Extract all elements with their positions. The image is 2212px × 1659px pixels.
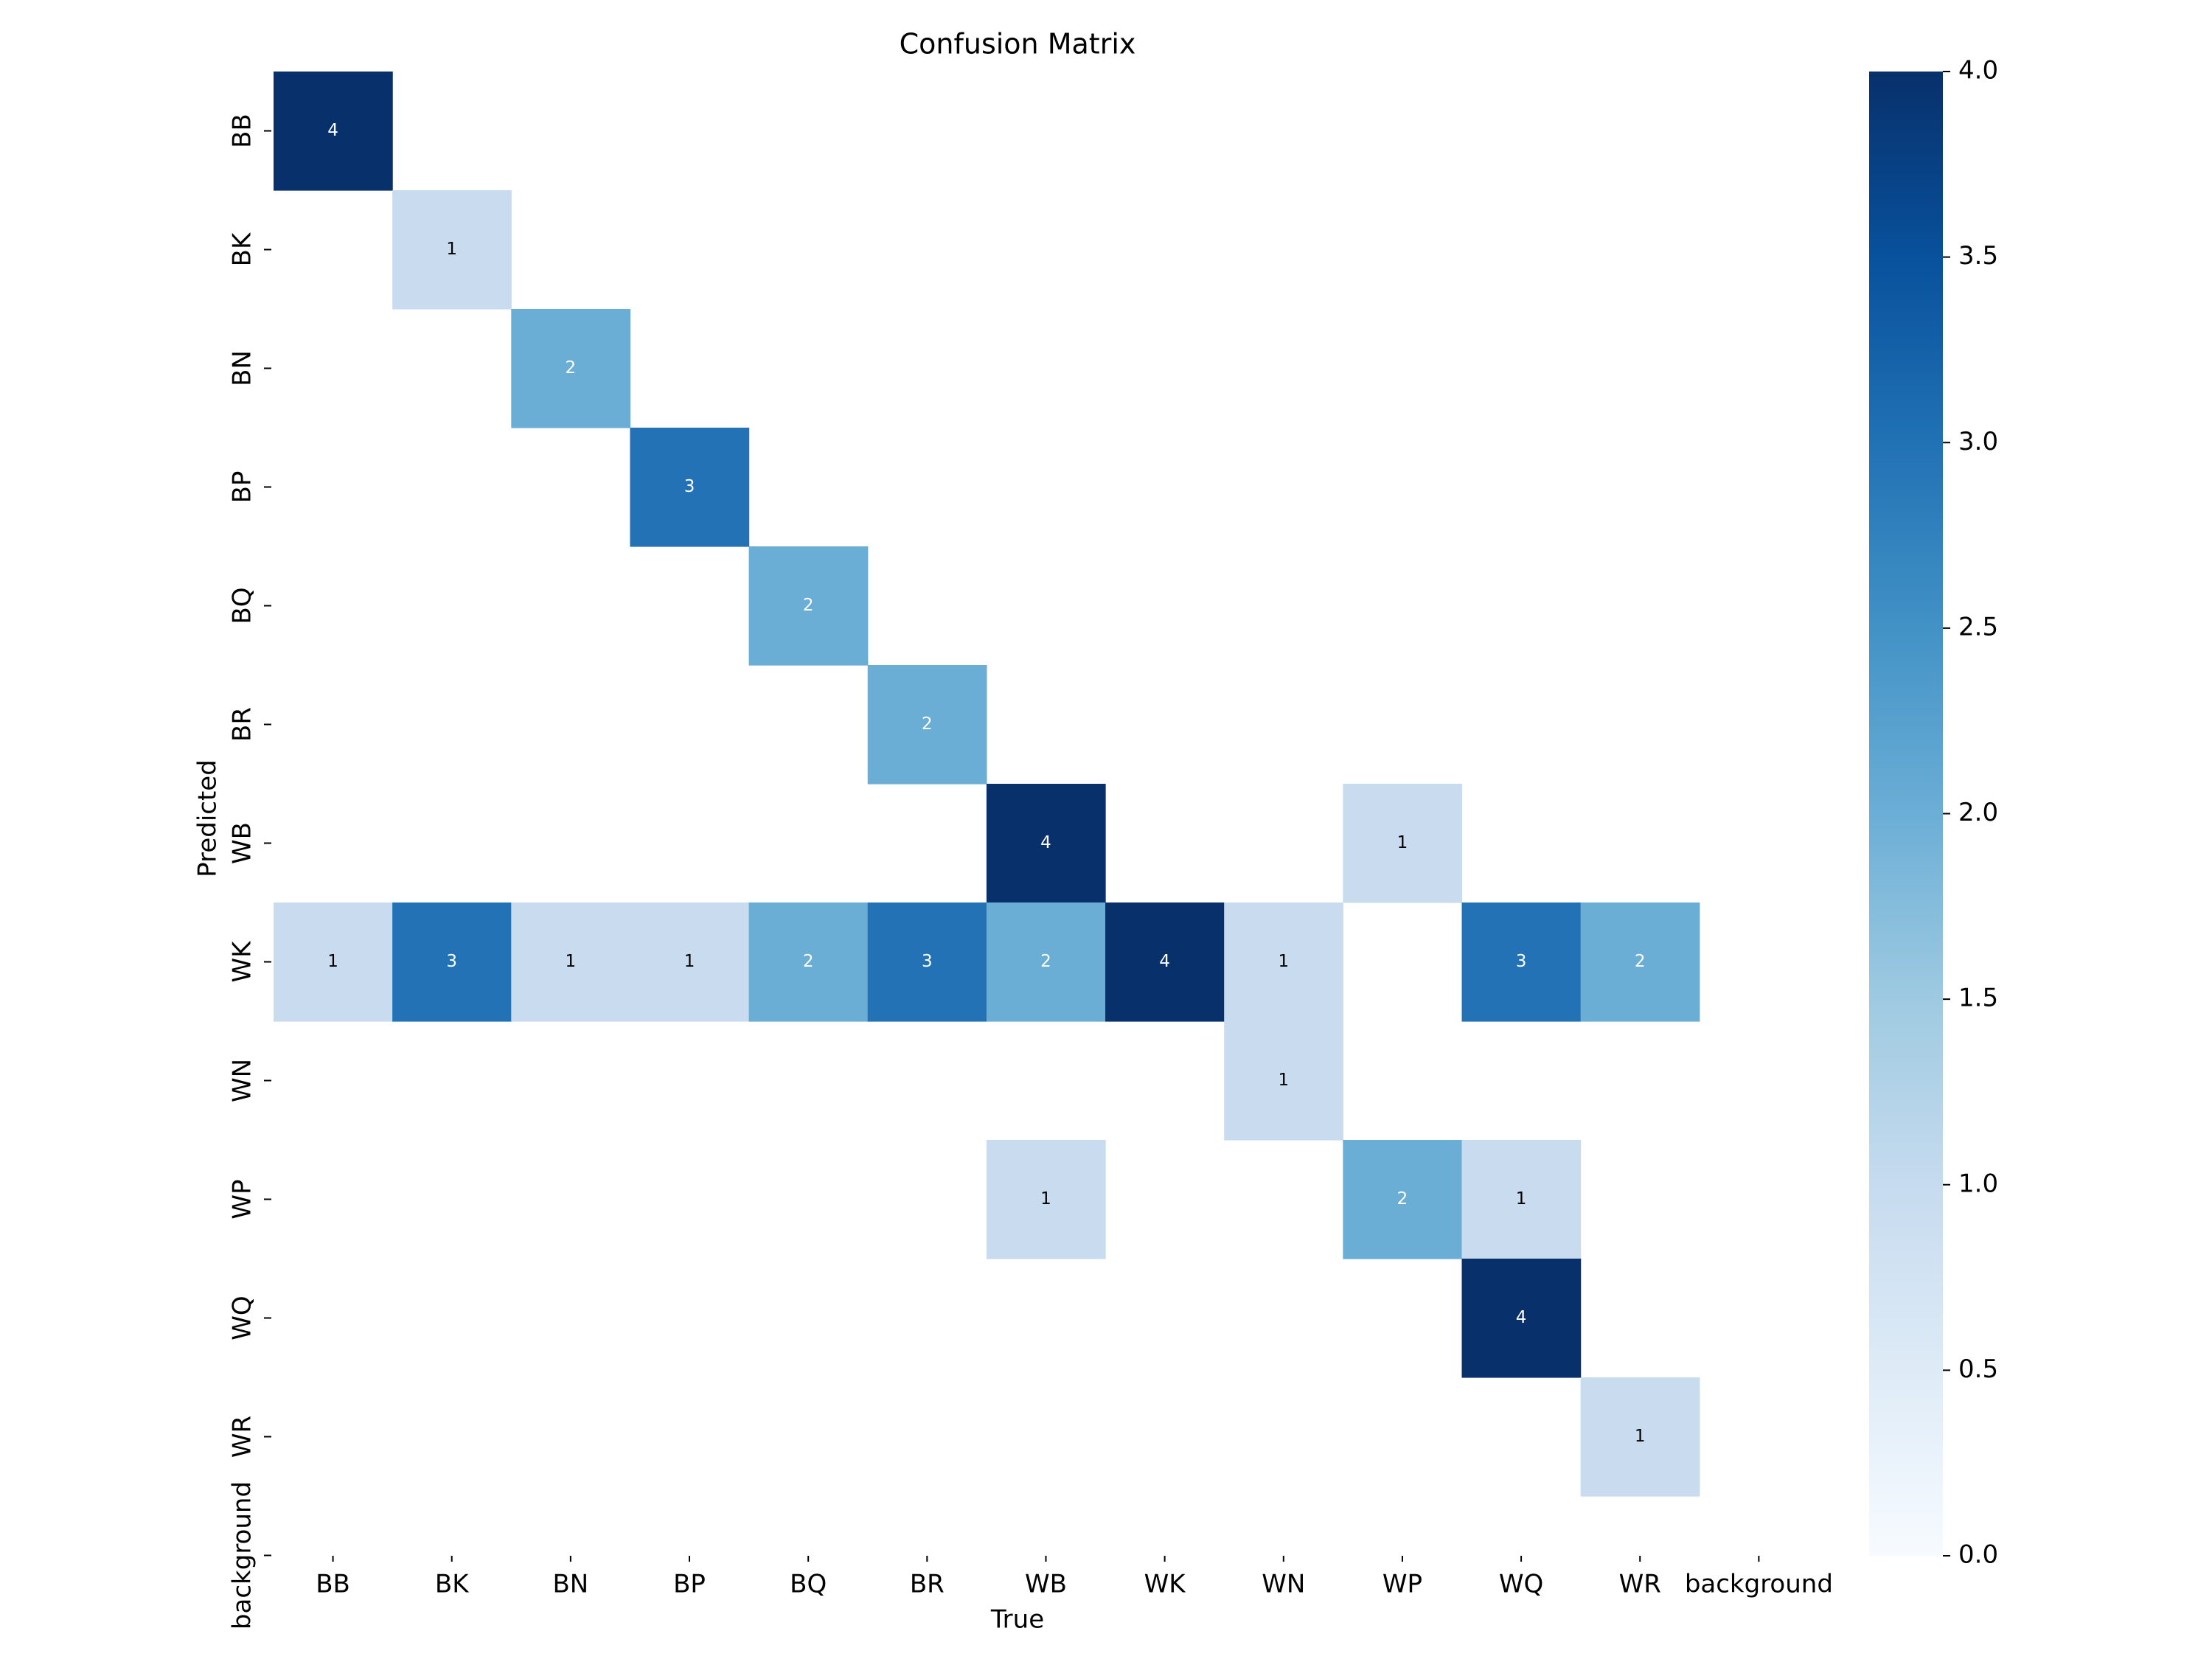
cell-value-label: 1	[1278, 952, 1289, 971]
cell-value-label: 1	[1397, 833, 1408, 852]
heatmap-cell	[511, 902, 631, 1022]
y-tick-label: WK	[228, 940, 257, 983]
cell-value-label: 3	[684, 477, 695, 496]
colorbar-ticks: 0.0 0.5 1.0 1.5 2.0 2.5 3.0 3.5 4.0	[1943, 56, 1998, 1570]
heatmap-cell	[986, 902, 1106, 1022]
y-tick-label: WR	[228, 1416, 257, 1458]
y-tick-label: BK	[228, 232, 257, 266]
cell-value-label: 1	[1278, 1071, 1289, 1090]
heatmap-cell	[630, 428, 750, 547]
x-tick-label: WB	[1025, 1570, 1067, 1599]
x-tick-label: BR	[910, 1570, 945, 1599]
colorbar: 0.0 0.5 1.0 1.5 2.0 2.5 3.0 3.5 4.0	[1869, 56, 1998, 1570]
chart-title: Confusion Matrix	[900, 28, 1136, 60]
heatmap-cell	[1580, 902, 1700, 1022]
colorbar-tick-label: 2.0	[1958, 798, 1998, 827]
colorbar-tick-label: 3.5	[1958, 241, 1998, 271]
colorbar-tick-label: 3.0	[1958, 427, 1998, 456]
cell-value-label: 2	[1397, 1189, 1408, 1208]
cell-value-label: 4	[1040, 833, 1051, 852]
y-tick-label: BB	[228, 114, 257, 148]
colorbar-tick-label: 1.0	[1958, 1169, 1998, 1198]
cell-value-label: 2	[566, 358, 577, 378]
cell-value-label: 4	[1159, 952, 1170, 971]
y-axis-label: Predicted	[193, 759, 223, 877]
heatmap-cell	[1343, 784, 1463, 903]
heatmap-cell	[867, 902, 987, 1022]
heatmap-cell	[867, 665, 987, 785]
cell-value-label: 2	[1040, 952, 1051, 971]
heatmap-cell	[986, 1140, 1106, 1259]
heatmap-cell	[392, 902, 512, 1022]
y-tick-label: background	[228, 1481, 257, 1630]
colorbar-tick-label: 4.0	[1958, 56, 1998, 86]
cell-value-label: 2	[922, 714, 933, 734]
y-tick-label: BN	[228, 350, 257, 386]
cell-value-label: 2	[1635, 952, 1646, 971]
heatmap-cell	[392, 190, 512, 310]
heatmap-cell	[1105, 902, 1225, 1022]
cell-value-label: 4	[327, 121, 338, 140]
cell-value-label: 1	[1040, 1189, 1051, 1208]
y-axis: BB BK BN BP BQ BR WB WK WN WP WQ WR background	[228, 114, 271, 1630]
y-tick-label: WN	[228, 1059, 257, 1102]
x-tick-label: BP	[673, 1570, 706, 1599]
cell-value-label: 1	[446, 240, 457, 259]
heatmap-cell	[1224, 1021, 1343, 1141]
y-tick-label: WP	[228, 1179, 257, 1219]
colorbar-gradient	[1869, 72, 1943, 1556]
heatmap-cell	[1343, 1140, 1463, 1259]
heatmap-cell	[748, 902, 869, 1022]
colorbar-tick-label: 0.0	[1958, 1540, 1998, 1570]
heatmap-cell	[1224, 902, 1343, 1022]
heatmap-cell	[1461, 902, 1582, 1022]
cell-value-label: 2	[803, 596, 814, 615]
y-tick-label: BQ	[228, 587, 257, 624]
heatmap-cell	[1580, 1377, 1700, 1497]
cell-value-label: 3	[922, 952, 933, 971]
x-tick-label: BQ	[790, 1570, 827, 1599]
x-tick-label: WR	[1619, 1570, 1661, 1599]
cell-value-label: 3	[446, 952, 457, 971]
heatmap-cell	[274, 902, 393, 1022]
colorbar-tick-label: 2.5	[1958, 612, 1998, 641]
cell-value-label: 1	[566, 952, 577, 971]
heatmap-cell	[1461, 1259, 1582, 1378]
cell-value-label: 3	[1516, 952, 1527, 971]
cell-value-label: 1	[1516, 1189, 1527, 1208]
cell-value-label: 1	[327, 952, 338, 971]
heatmap-cell	[274, 72, 393, 191]
cell-value-label: 1	[1635, 1427, 1646, 1446]
cell-value-label: 4	[1516, 1308, 1527, 1327]
y-tick-label: BP	[228, 471, 257, 504]
y-tick-label: WQ	[228, 1295, 257, 1340]
x-tick-label: WQ	[1499, 1570, 1543, 1599]
y-tick-label: BR	[228, 707, 257, 742]
heatmap-cell	[511, 309, 631, 428]
x-tick-label: background	[1685, 1570, 1833, 1599]
heatmap-cell	[748, 546, 869, 666]
x-axis: BB BK BN BP BQ BR WB WK WN WP WQ WR background	[316, 1556, 1833, 1599]
cell-value-label: 1	[684, 952, 695, 971]
x-axis-label: True	[990, 1605, 1044, 1635]
x-tick-label: BK	[435, 1570, 470, 1599]
x-tick-label: WK	[1144, 1570, 1187, 1599]
heatmap-cells	[274, 72, 1700, 1497]
x-tick-label: BB	[316, 1570, 350, 1599]
x-tick-label: BN	[552, 1570, 588, 1599]
heatmap-cell-labels: 4 1 2 3 2 2 4 1 1 3 1 1 2 3 2 4 1 3 2 1 1 2 1 4 1	[327, 121, 1645, 1446]
colorbar-tick-label: 0.5	[1958, 1354, 1998, 1384]
heatmap-cell	[986, 784, 1106, 903]
y-tick-label: WB	[228, 822, 257, 864]
x-tick-label: WP	[1382, 1570, 1422, 1599]
cell-value-label: 2	[803, 952, 814, 971]
x-tick-label: WN	[1262, 1570, 1305, 1599]
heatmap-cell	[1461, 1140, 1582, 1259]
heatmap-cell	[630, 902, 750, 1022]
colorbar-tick-label: 1.5	[1958, 984, 1998, 1013]
